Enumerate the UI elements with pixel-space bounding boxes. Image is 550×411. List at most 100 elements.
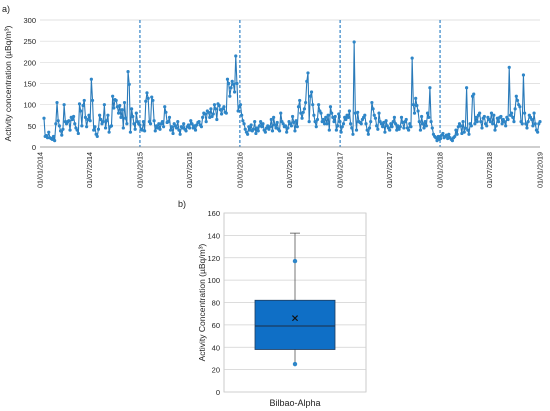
data-point (130, 107, 134, 111)
data-point (500, 122, 504, 126)
b-y-tick-label: 40 (212, 343, 220, 352)
data-point (454, 128, 458, 132)
data-point (473, 122, 477, 126)
data-point (330, 111, 334, 115)
data-point (85, 125, 89, 129)
data-point (515, 98, 520, 103)
a-x-tick-label: 01/07/2015 (185, 152, 194, 188)
data-point (89, 77, 93, 81)
data-point (151, 98, 155, 103)
data-point (294, 119, 298, 123)
data-point (402, 126, 406, 130)
data-point (259, 120, 263, 124)
data-point (283, 124, 288, 128)
data-point (398, 125, 402, 129)
data-point (161, 125, 166, 129)
data-point (532, 111, 536, 115)
data-point (58, 129, 63, 133)
data-point (304, 100, 308, 105)
data-point (214, 107, 218, 111)
a-y-axis-ticks: 0 50 100 150 200 250 300 (23, 16, 36, 152)
a-x-tick-label: 01/01/2019 (536, 152, 545, 188)
data-point (238, 103, 243, 107)
data-point (134, 111, 138, 115)
data-point (42, 116, 46, 120)
data-point (219, 112, 224, 116)
a-y-tick-label: 200 (23, 58, 36, 67)
data-point (95, 134, 99, 139)
data-point (54, 122, 58, 126)
data-point (488, 120, 492, 124)
data-point (204, 120, 208, 124)
outlier-point (292, 258, 298, 264)
data-point (81, 103, 85, 108)
data-point (186, 123, 191, 127)
data-point (45, 136, 50, 140)
data-point (369, 120, 373, 124)
data-point (143, 129, 147, 133)
data-point (335, 124, 340, 128)
data-point (459, 124, 463, 128)
data-point (107, 130, 111, 134)
data-point (521, 73, 526, 77)
data-point (430, 126, 434, 130)
data-point (232, 90, 237, 94)
a-y-tick-label: 100 (23, 101, 36, 110)
data-point (525, 126, 529, 130)
data-point (391, 120, 395, 124)
data-point (530, 117, 534, 122)
data-point (279, 111, 283, 115)
b-y-axis-ticks: 0 20 40 60 80 100 120 140 160 (207, 209, 220, 397)
data-point (389, 122, 393, 126)
data-point (474, 115, 478, 119)
data-point (133, 127, 137, 131)
mean-marker (291, 315, 299, 322)
data-point (524, 122, 528, 126)
data-point (209, 107, 213, 111)
a-x-tick-label: 01/07/2017 (385, 152, 394, 188)
data-point (425, 111, 430, 115)
data-point (422, 126, 426, 130)
data-point (231, 82, 235, 86)
data-point (105, 119, 109, 123)
data-point (506, 117, 510, 122)
data-point (167, 115, 172, 119)
data-point (492, 113, 496, 117)
data-point (475, 120, 479, 124)
data-point (273, 123, 277, 127)
box (254, 232, 336, 367)
data-point (236, 109, 240, 113)
data-point (423, 120, 427, 124)
data-point (111, 94, 115, 98)
b-y-tick-label: 80 (212, 299, 220, 308)
data-point (210, 114, 214, 119)
data-point (371, 107, 375, 111)
data-point (197, 120, 201, 124)
data-point (538, 120, 542, 124)
data-point (243, 127, 247, 131)
a-x-tick-label: 01/01/2015 (135, 152, 144, 188)
data-point (350, 126, 354, 130)
data-point (341, 122, 346, 126)
data-point (141, 120, 146, 124)
data-point (292, 120, 296, 125)
data-point (315, 117, 320, 122)
data-point (118, 103, 122, 108)
data-point (514, 94, 518, 98)
data-point (79, 109, 83, 113)
data-point (190, 122, 194, 126)
data-point (122, 100, 127, 105)
data-point (146, 96, 150, 100)
data-point (410, 56, 414, 60)
data-point (148, 122, 153, 126)
data-point (382, 120, 386, 125)
data-point (533, 122, 537, 126)
data-point (55, 100, 59, 105)
data-point (366, 132, 370, 136)
data-point (349, 122, 353, 126)
a-x-axis-ticks: 01/01/2014 01/07/2014 01/01/2015 01/07/2015… (36, 152, 545, 188)
data-point (434, 136, 438, 140)
data-point (408, 122, 412, 126)
